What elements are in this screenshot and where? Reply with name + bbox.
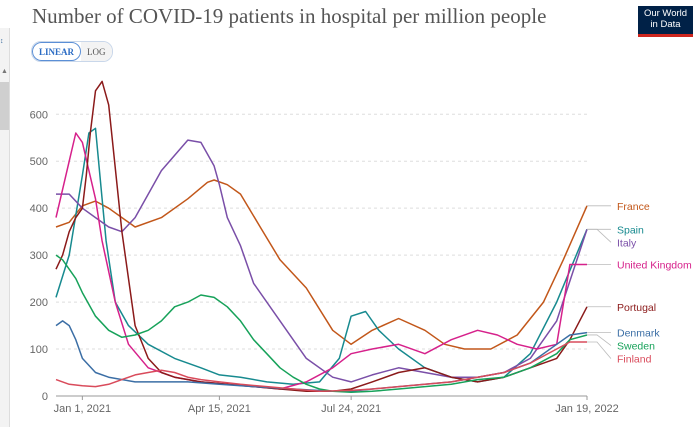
label-leader <box>587 228 612 243</box>
linear-scale-button[interactable]: LINEAR <box>32 42 82 61</box>
log-scale-button[interactable]: LOG <box>81 42 112 61</box>
series-line-sweden <box>55 254 588 393</box>
label-leader <box>587 341 612 359</box>
x-tick-label: Jan 19, 2022 <box>555 403 619 415</box>
gridlines <box>56 113 587 397</box>
series-label-denmark: Denmark <box>617 328 660 340</box>
series-label-sweden: Sweden <box>617 341 655 353</box>
series-line-italy <box>56 139 588 383</box>
logo-line-2: in Data <box>650 19 681 30</box>
sort-icon[interactable]: ↕ <box>0 38 4 45</box>
series-line-united-kingdom <box>55 132 587 390</box>
label-leader <box>587 334 612 346</box>
series-label-finland: Finland <box>617 354 652 366</box>
chevron-up-icon[interactable]: ▲ <box>1 68 8 75</box>
y-tick-label: 0 <box>42 391 48 403</box>
x-axis: Jan 1, 2021 Apr 15, 2021 Jul 24, 2021 Jan 1… <box>54 396 619 415</box>
x-tick-label: Apr 15, 2021 <box>188 403 251 415</box>
y-tick-label: 400 <box>30 203 48 215</box>
series-label-france: France <box>617 201 650 213</box>
side-panel-strip: ↕ ▲ <box>0 28 10 427</box>
y-tick-label: 500 <box>30 156 48 168</box>
series-line-portugal <box>55 80 588 393</box>
owid-logo[interactable]: Our World in Data <box>638 6 693 37</box>
series-line-spain <box>55 127 588 386</box>
y-axis: 0 100 200 300 400 500 600 <box>30 109 48 403</box>
series-line-france <box>55 179 588 350</box>
y-tick-label: 100 <box>30 344 48 356</box>
series-line-finland <box>55 341 587 393</box>
x-tick-label: Jan 1, 2021 <box>54 403 112 415</box>
series-label-spain: Spain <box>617 224 644 236</box>
logo-line-1: Our World <box>643 8 688 19</box>
series-label-portugal: Portugal <box>617 302 656 314</box>
y-tick-label: 300 <box>30 250 48 262</box>
series-label-united-kingdom: United Kingdom <box>617 260 692 272</box>
series-label-italy: Italy <box>617 237 637 249</box>
scrollbar-handle[interactable] <box>0 82 9 130</box>
series-lines <box>55 80 588 393</box>
scale-toggle[interactable]: LINEAR LOG <box>31 41 113 62</box>
chart-title: Number of COVID-19 patients in hospital … <box>32 4 547 28</box>
y-tick-label: 200 <box>30 297 48 309</box>
y-tick-label: 600 <box>30 109 48 121</box>
x-tick-label: Jul 24, 2021 <box>321 403 381 415</box>
